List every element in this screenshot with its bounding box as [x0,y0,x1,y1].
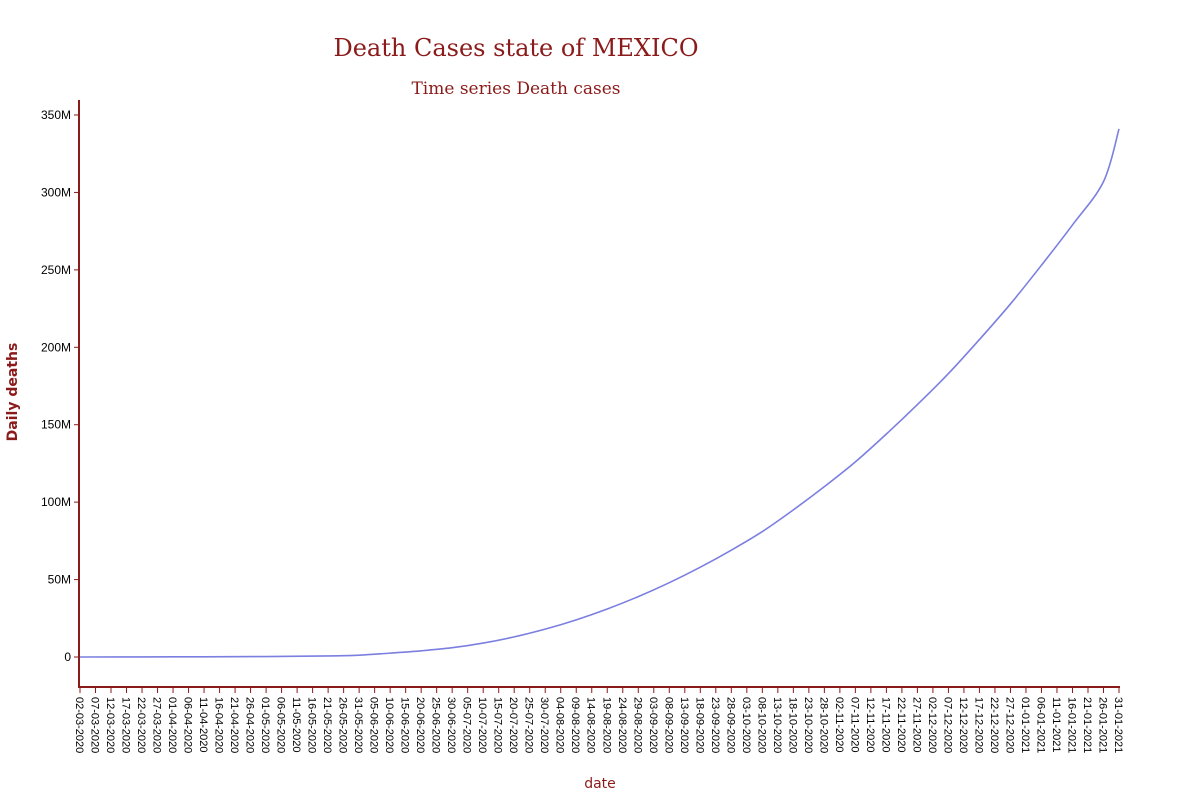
x-tick-label: 06-04-2020 [182,697,194,753]
y-tick-label: 150M [41,418,71,432]
x-tick-label: 20-07-2020 [507,697,519,753]
x-tick-label: 15-06-2020 [399,697,411,753]
x-tick-label: 22-12-2020 [988,697,1000,753]
x-tick-label: 26-04-2020 [244,697,256,753]
x-tick-label: 21-01-2021 [1081,697,1093,753]
x-tick-label: 06-01-2021 [1034,697,1046,753]
x-tick-label: 06-05-2020 [275,697,287,753]
x-axis-label: date [584,776,616,792]
x-tick-label: 18-09-2020 [693,697,705,753]
x-tick-label: 29-08-2020 [631,697,643,753]
chart-title: Death Cases state of MEXICO [333,34,698,62]
y-axis-label: Daily deaths [5,343,21,442]
x-tick-label: 21-05-2020 [321,697,333,753]
x-tick-label: 02-03-2020 [73,697,85,753]
x-tick-label: 03-09-2020 [647,697,659,753]
x-tick-label: 02-11-2020 [833,697,845,752]
x-tick-label: 13-09-2020 [678,697,690,753]
x-tick-label: 27-03-2020 [151,697,163,753]
x-tick-label: 12-11-2020 [864,697,876,752]
x-tick-label: 12-12-2020 [957,697,969,753]
x-tick-label: 15-07-2020 [492,697,504,753]
x-tick-label: 16-01-2021 [1065,697,1077,753]
x-tick-label: 22-03-2020 [135,697,147,753]
x-tick-label: 08-10-2020 [755,697,767,753]
x-tick-label: 10-07-2020 [476,697,488,753]
x-tick-label: 11-05-2020 [290,697,302,752]
x-tick-label: 17-03-2020 [120,697,132,753]
series-layer [79,128,1120,658]
x-tick-label: 17-12-2020 [972,697,984,753]
x-tick-label: 31-05-2020 [352,697,364,753]
x-tick-label: 23-10-2020 [802,697,814,753]
x-tick-label: 27-11-2020 [910,697,922,752]
x-tick-label: 20-06-2020 [414,697,426,753]
x-tick-label: 03-10-2020 [740,697,752,753]
x-tick-label: 05-07-2020 [461,697,473,753]
chart-subtitle: Time series Death cases [411,79,620,99]
x-tick-label: 05-06-2020 [368,697,380,753]
y-tick-label: 50M [48,573,71,587]
x-tick-label: 22-11-2020 [895,697,907,752]
x-tick-label: 17-11-2020 [879,697,891,752]
x-tick-label: 11-04-2020 [197,697,209,752]
x-tick-label: 18-10-2020 [786,697,798,753]
x-tick-label: 11-01-2021 [1050,697,1062,752]
x-tick-label: 26-05-2020 [337,697,349,753]
x-tick-label: 30-06-2020 [445,697,457,753]
y-axis: 0 50M 100M 150M 200M 250M 300M 350M [41,108,79,664]
series-line [79,128,1120,658]
x-tick-label: 27-12-2020 [1003,697,1015,753]
x-tick-label: 31-01-2021 [1112,697,1124,753]
x-tick-label: 25-07-2020 [523,697,535,753]
x-tick-label: 07-11-2020 [848,697,860,752]
x-tick-label: 07-12-2020 [941,697,953,753]
y-tick-label: 300M [41,185,71,199]
y-tick-label: 250M [41,263,71,277]
x-tick-label: 16-05-2020 [306,697,318,753]
y-tick-label: 100M [41,495,71,509]
x-tick-label: 23-09-2020 [709,697,721,753]
x-axis: 02-03-2020 07-03-2020 12-03-2020 17-03-2020… [73,687,1124,753]
x-tick-label: 01-01-2021 [1019,697,1031,753]
y-tick-label: 0 [64,650,71,664]
x-tick-label: 19-08-2020 [600,697,612,753]
x-tick-label: 02-12-2020 [926,697,938,753]
x-tick-label: 14-08-2020 [585,697,597,753]
x-tick-label: 07-03-2020 [89,697,101,753]
x-tick-label: 25-06-2020 [430,697,442,753]
x-tick-label: 01-05-2020 [259,697,271,753]
x-tick-label: 04-08-2020 [554,697,566,753]
x-tick-label: 16-04-2020 [213,697,225,753]
x-tick-label: 21-04-2020 [228,697,240,753]
x-tick-label: 24-08-2020 [616,697,628,753]
x-tick-label: 28-10-2020 [817,697,829,753]
x-tick-label: 09-08-2020 [569,697,581,753]
y-tick-label: 200M [41,340,71,354]
x-tick-label: 30-07-2020 [538,697,550,753]
x-tick-label: 28-09-2020 [724,697,736,753]
x-tick-label: 26-01-2021 [1096,697,1108,753]
y-tick-label: 350M [41,108,71,122]
x-tick-label: 13-10-2020 [771,697,783,753]
x-tick-label: 08-09-2020 [662,697,674,753]
x-tick-label: 12-03-2020 [104,697,116,753]
x-tick-label: 01-04-2020 [166,697,178,753]
x-tick-label: 10-06-2020 [383,697,395,753]
